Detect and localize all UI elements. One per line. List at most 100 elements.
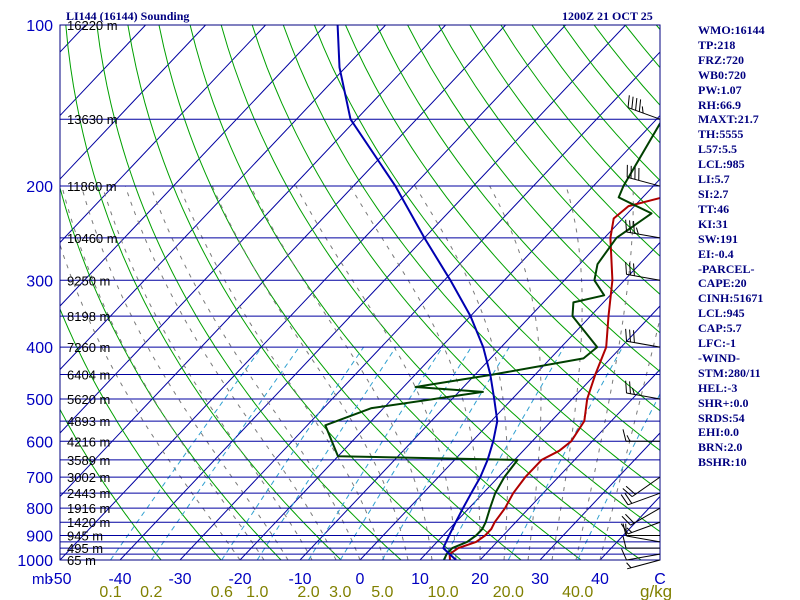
dry-adiabat <box>313 25 660 452</box>
barb-staff <box>626 231 661 239</box>
index-line: TH:5555 <box>698 127 744 142</box>
index-line: LFC:-1 <box>698 336 736 351</box>
background-lines <box>0 25 660 560</box>
barb-staff <box>627 559 661 570</box>
barb-staff <box>627 492 661 506</box>
isobar-lines <box>60 25 660 560</box>
height-label: 6404 m <box>67 367 110 382</box>
barb-staff <box>631 476 661 498</box>
mixing-ratio-labels: 0.1 0.2 0.6 1.0 2.0 3.0 5.0 10.0 20.0 40.0 <box>99 584 593 600</box>
moist-adiabat <box>489 185 542 560</box>
index-line: BRN:2.0 <box>698 440 743 455</box>
height-label: 9250 m <box>67 273 110 288</box>
index-line: KI:31 <box>698 216 728 231</box>
index-line: CAP:5.7 <box>698 321 742 336</box>
isotherm-line <box>239 114 660 560</box>
wind-barb <box>627 95 661 120</box>
height-label: 65 m <box>67 553 96 568</box>
wind-barb <box>625 380 661 400</box>
dry-adiabat <box>438 25 660 295</box>
barb-feather <box>629 220 631 233</box>
mixing-ratio-label: 1.0 <box>246 584 268 600</box>
isotherm-line <box>60 25 146 117</box>
wind-barb <box>621 507 661 526</box>
wind-barb <box>626 559 661 570</box>
isotherm-line <box>60 25 386 371</box>
dry-adiabat <box>407 25 660 334</box>
index-line: EI:-0.4 <box>698 246 734 261</box>
index-line: CAPE:20 <box>698 276 747 291</box>
height-label: 1420 m <box>67 515 110 530</box>
index-line: LCL:945 <box>698 306 745 321</box>
wind-barb <box>620 492 661 506</box>
wind-barb <box>620 521 661 535</box>
barb-feather <box>621 548 627 561</box>
barb-feather <box>625 485 636 495</box>
isotherm-line <box>179 51 660 560</box>
height-label: 2443 m <box>67 486 110 501</box>
height-label: 945 m <box>67 529 103 544</box>
pressure-tick-label: 400 <box>26 340 53 357</box>
index-line: WMO:16144 <box>698 23 765 37</box>
dry-adiabat <box>189 25 582 560</box>
pressure-tick-label: 100 <box>26 18 53 35</box>
barb-staff <box>626 553 661 561</box>
mixing-ratio-line <box>110 346 263 560</box>
temperature-tick-label: -40 <box>108 571 131 588</box>
isotherm-line <box>479 368 660 560</box>
isotherm-line <box>60 25 446 434</box>
index-line: MAXT:21.7 <box>698 112 759 127</box>
height-label: 4216 m <box>67 434 110 449</box>
barb-feather <box>624 492 633 504</box>
sounding-series <box>324 25 660 560</box>
isotherm-line <box>60 25 266 244</box>
barb-feather <box>627 95 630 108</box>
index-line: SRDS:54 <box>698 410 745 425</box>
wind-barb <box>625 219 661 239</box>
index-line: EHI:0.0 <box>698 425 740 440</box>
index-line: SHR+:0.0 <box>698 395 749 410</box>
dry-adiabat <box>469 25 660 257</box>
barb-feather <box>625 328 628 342</box>
dry-adiabat <box>96 25 402 560</box>
barb-feather <box>621 515 631 526</box>
mixing-ratio-label: 3.0 <box>329 584 351 600</box>
barb-staff <box>626 535 661 543</box>
wind-barb <box>622 535 660 549</box>
pressure-tick-label: 600 <box>26 434 53 451</box>
station-title: LI144 (16144) Sounding <box>66 9 190 23</box>
index-line: RH:66.9 <box>698 97 741 112</box>
temperature-tick-labels: -50 -40 -30 -20 -10 0 10 20 30 40 C <box>48 571 665 588</box>
temperature-tick-label: -30 <box>168 571 191 588</box>
barb-feather <box>629 381 631 394</box>
barb-feather <box>632 387 635 395</box>
height-label: 7260 m <box>67 340 110 355</box>
index-line: SI:2.7 <box>698 186 729 201</box>
mixing-ratio-line <box>150 346 300 560</box>
isotherm-line <box>299 178 660 560</box>
barb-feather <box>625 380 628 394</box>
pressure-tick-label: 800 <box>26 501 53 518</box>
temperature-tick-label: 40 <box>591 571 609 588</box>
barb-staff <box>626 273 661 281</box>
pressure-tick-label: 300 <box>26 273 53 290</box>
isotherm-line <box>0 25 26 560</box>
wind-barb <box>625 523 661 543</box>
isotherm-line <box>60 25 506 498</box>
wind-barbs <box>620 95 661 570</box>
sounding-indices: WMO:16144 TP:218 FRZ:720 WB0:720 PW:1.07 RH:6… <box>698 23 798 470</box>
barb-feather <box>622 523 627 536</box>
dry-adiabat <box>60 408 162 560</box>
mixing-ratio-label: 0.2 <box>140 584 162 600</box>
mixing-ratio-label: 20.0 <box>493 584 524 600</box>
dry-adiabat <box>282 25 660 492</box>
temperature-line <box>448 196 660 560</box>
dry-adiabat <box>60 307 222 560</box>
barb-staff <box>627 521 661 535</box>
height-label: 16220 m <box>67 18 118 33</box>
moist-adiabat <box>250 185 433 560</box>
height-label: 5620 m <box>67 392 110 407</box>
barb-feather <box>641 106 644 114</box>
mixing-ratio-label: 2.0 <box>297 584 319 600</box>
index-line: FRZ:720 <box>698 52 744 67</box>
